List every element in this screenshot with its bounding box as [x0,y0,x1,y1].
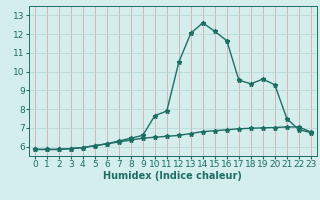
X-axis label: Humidex (Indice chaleur): Humidex (Indice chaleur) [103,171,242,181]
